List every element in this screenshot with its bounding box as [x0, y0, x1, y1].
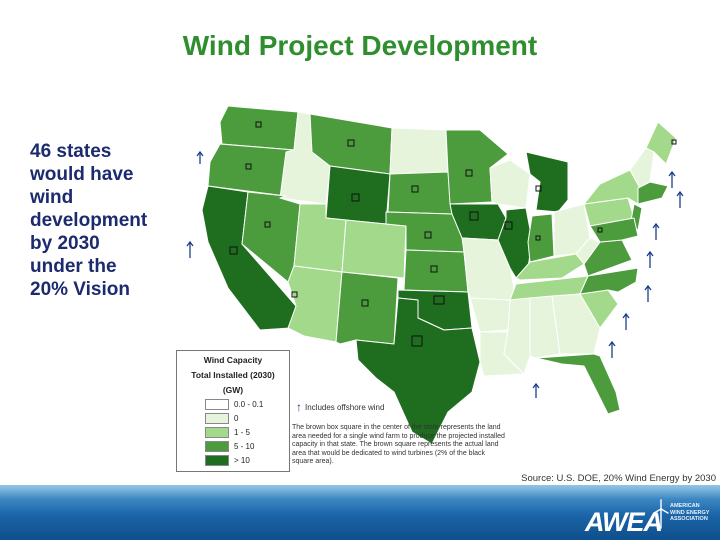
up-arrow-icon: ↑ — [296, 400, 302, 414]
state-north-dakota — [389, 127, 449, 175]
land-area-square — [671, 139, 677, 145]
footer-shine — [0, 485, 720, 499]
land-area-square — [535, 235, 541, 241]
slide-title: Wind Project Development — [182, 30, 538, 61]
offshore-arrow — [622, 312, 630, 330]
legend-swatch — [205, 441, 229, 452]
legend-title-line: (GW) — [222, 385, 244, 395]
offshore-arrow — [608, 340, 616, 358]
us-wind-capacity-map — [186, 105, 684, 445]
state-maryland-delaware — [589, 217, 639, 243]
legend-title-line: Wind Capacity — [203, 355, 263, 365]
land-area-square — [411, 185, 419, 193]
legend-label: > 10 — [234, 456, 250, 465]
legend-swatch — [205, 427, 229, 438]
land-area-square — [264, 221, 271, 228]
source-citation: Source: U.S. DOE, 20% Wind Energy by 203… — [521, 473, 716, 484]
state-new-york — [583, 169, 641, 205]
wind-turbine-icon — [653, 499, 669, 529]
awea-sub-line: ASSOCIATION — [670, 516, 708, 522]
legend-swatch — [205, 455, 229, 466]
land-area-square — [597, 227, 603, 233]
land-area-square — [291, 291, 298, 298]
legend-item: > 10 — [205, 455, 289, 466]
offshore-note-text: Includes offshore wind — [305, 402, 385, 412]
land-area-square — [347, 139, 355, 147]
state-texas — [355, 297, 481, 445]
legend-swatch — [205, 399, 229, 410]
land-area-square — [255, 121, 262, 128]
land-area-square — [430, 265, 438, 273]
offshore-arrow — [196, 150, 204, 164]
side-text-line: by 2030 — [30, 233, 100, 254]
land-area-square — [351, 193, 360, 202]
legend-item: 1 - 5 — [205, 427, 289, 438]
state-indiana — [527, 213, 555, 263]
state-alabama — [529, 295, 561, 359]
map-footnote: The brown box square in the center of th… — [292, 424, 505, 466]
side-text: 46 states would have wind development by… — [30, 140, 200, 301]
state-michigan — [525, 151, 569, 213]
side-text-line: under the — [30, 256, 117, 277]
offshore-arrow — [532, 382, 540, 398]
state-georgia — [551, 293, 601, 355]
legend-label: 5 - 10 — [234, 442, 255, 451]
state-south-dakota — [387, 171, 453, 215]
state-florida — [535, 353, 621, 415]
offshore-arrow — [644, 284, 652, 302]
land-area-square — [424, 231, 432, 239]
offshore-arrow — [646, 250, 654, 268]
land-area-square — [465, 169, 473, 177]
state-arkansas — [469, 297, 511, 333]
legend-label: 0.0 - 0.1 — [234, 400, 264, 409]
awea-logo: AWEA — [585, 507, 663, 537]
legend-swatch — [205, 413, 229, 424]
awea-sub-line: WIND ENERGY — [670, 509, 710, 516]
state-new-mexico — [335, 271, 399, 345]
state-maine — [645, 121, 677, 165]
side-text-line: development — [30, 210, 148, 231]
state-arizona — [287, 265, 343, 343]
state-kansas — [403, 249, 469, 293]
legend-item: 0 — [205, 413, 289, 424]
legend-item: 5 - 10 — [205, 441, 289, 452]
land-area-square — [361, 299, 369, 307]
offshore-arrow — [186, 240, 194, 258]
awea-sub-line: AMERICAN — [670, 503, 700, 509]
state-massachusetts-ct-ri — [637, 181, 669, 205]
land-area-square — [229, 246, 238, 255]
land-area-square — [469, 211, 479, 221]
offshore-note: ↑ Includes offshore wind — [296, 400, 384, 414]
state-wisconsin — [489, 159, 531, 209]
state-vermont-new-hampshire — [629, 147, 655, 189]
offshore-arrow — [676, 190, 684, 208]
side-text-line: 46 states — [30, 141, 112, 162]
legend: Wind Capacity Total Installed (2030) (GW… — [176, 350, 290, 472]
offshore-arrow — [652, 222, 660, 240]
land-area-square — [411, 335, 423, 347]
side-text-line: wind — [30, 187, 74, 208]
legend-item: 0.0 - 0.1 — [205, 399, 289, 410]
legend-title-line: Total Installed (2030) — [191, 370, 275, 380]
state-colorado — [341, 219, 407, 279]
land-area-square — [245, 163, 252, 170]
land-area-square — [535, 185, 542, 192]
side-text-line: 20% Vision — [30, 279, 130, 300]
state-oregon — [207, 143, 295, 197]
state-wyoming — [325, 165, 391, 225]
awea-logo-subtitle: AMERICAN WIND ENERGY ASSOCIATION — [670, 503, 718, 523]
legend-label: 1 - 5 — [234, 428, 251, 437]
offshore-arrow — [668, 170, 676, 188]
land-area-square — [433, 295, 445, 305]
legend-label: 0 — [234, 414, 239, 423]
side-text-line: would have — [30, 164, 134, 185]
land-area-square — [504, 221, 513, 230]
state-north-carolina — [579, 267, 639, 295]
footer-bar — [0, 485, 720, 540]
state-washington — [219, 105, 299, 151]
